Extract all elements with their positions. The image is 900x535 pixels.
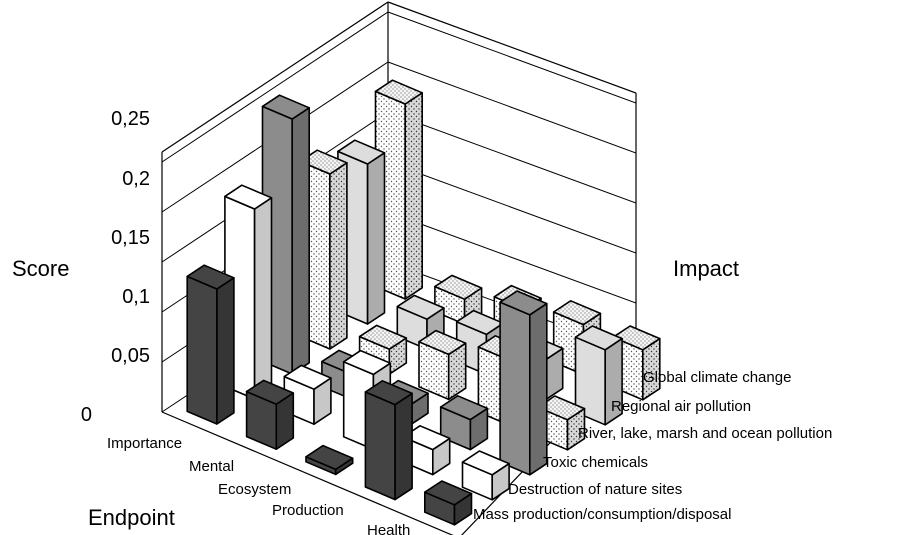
bar-top-face [418,329,467,356]
bar-side-face [366,152,386,325]
endpoint-label: Ecosystem [218,481,291,498]
impact-label: Toxic chemicals [543,454,648,471]
bar-front-face [499,301,531,476]
bar-front-face [186,275,218,425]
bar [574,325,623,426]
bar-top-face [245,379,295,406]
bar-top-face [396,294,445,321]
z-tick-label: 0,1 [122,286,150,308]
impact-label: Destruction of nature sites [508,481,682,498]
gridline-right-wall [387,211,637,304]
bar-top-face [461,450,510,476]
bar-side-face [291,107,311,375]
gridline-right-wall [387,161,637,254]
bar-top-face [423,480,473,506]
bar [364,379,413,501]
floor-front-edge [161,411,454,535]
endpoint-label: Mental [189,458,234,475]
bar-top-face [499,290,548,316]
bar-top-face [283,364,332,391]
bar-side-face [394,392,413,501]
bar [418,329,467,401]
endpoint-label: Health [367,522,410,535]
bar-side-face [329,162,348,350]
bar-top-face [305,444,354,471]
impact-axis-labels: Mass production/consumption/disposal Des… [473,369,832,523]
endpoint-label: Importance [107,435,182,452]
bar [245,379,295,451]
bar [423,480,473,526]
impact-label: River, lake, marsh and ocean pollution [578,425,832,442]
bar-top-face [364,379,413,406]
bar [358,324,408,376]
bar [461,450,510,501]
z-axis-title: Score [12,256,69,281]
bar-front-face [364,391,396,501]
impact-label: Global climate change [643,369,791,386]
z-tick-label: 0,05 [111,345,150,367]
bar [186,264,235,425]
z-tick-label: 0 [81,404,92,426]
bar [305,444,354,476]
bar-top-face [439,394,489,421]
bar [261,94,311,375]
endpoint-axis-labels: Importance Mental Ecosystem Production H… [107,435,410,535]
bar-side-face [216,276,235,425]
bar-top-face [402,424,451,451]
bar-top-face [337,139,386,165]
gridline-right-wall [387,111,637,204]
bar-top-face [342,349,392,376]
bar-top-face [186,264,235,290]
bar-top-face [374,79,424,105]
impact-label: Regional air pollution [611,398,751,415]
right-wall-top-edge [387,1,637,94]
bar [224,184,273,400]
gridline-right-wall [387,61,637,154]
impact-label: Mass production/consumption/disposal [473,506,731,523]
impact-axis-title: Impact [673,256,739,281]
bar-side-face [404,92,424,300]
bar-top-face [224,184,273,210]
bar-top-face [299,149,348,175]
bar-top-face [261,94,311,120]
bar-top-face [612,325,661,351]
bar-side-face [528,302,548,476]
endpoint-label: Production [272,502,344,519]
z-axis-tick-labels: 0 0,05 0,1 0,15 0,2 0,25 [81,108,150,426]
left-wall-top-edge [161,1,389,153]
z-tick-label: 0,25 [111,108,150,130]
z-tick-label: 0,15 [111,227,150,249]
bar [499,290,548,476]
bar-top-face [434,274,483,301]
bar-top-face [358,324,408,351]
bar-top-face [552,299,602,326]
bar [402,424,451,476]
bar-side-face [253,197,273,400]
endpoint-axis-title: Endpoint [88,505,175,530]
chart-bars [186,79,661,526]
gridline-left-wall [161,11,389,163]
gridline-right-wall [387,11,637,104]
z-tick-label: 0,2 [122,168,150,190]
bar-top-face [536,395,586,421]
bar-top-face [574,325,623,351]
